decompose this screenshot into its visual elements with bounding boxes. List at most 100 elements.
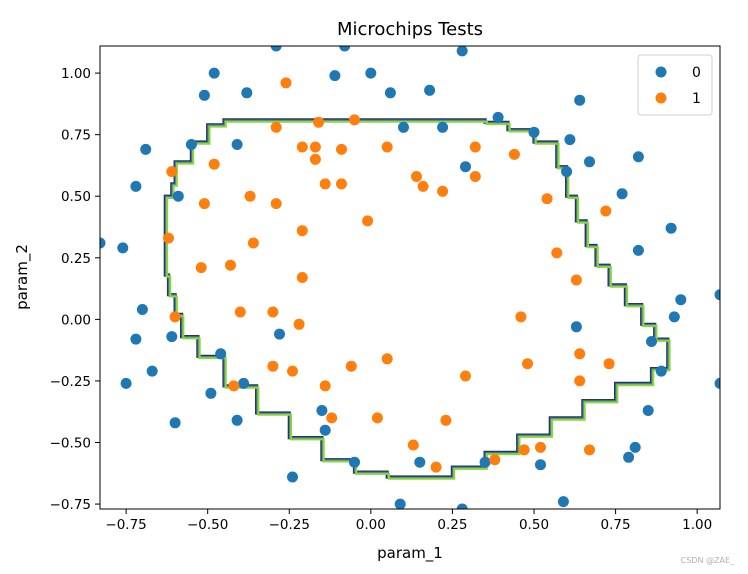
data-point-series-1 <box>267 306 279 318</box>
data-point-series-1 <box>440 414 452 426</box>
data-point-series-0 <box>629 441 641 453</box>
data-point-series-1 <box>362 215 374 227</box>
data-point-series-1 <box>345 360 357 372</box>
legend-label-series-0: 0 <box>692 65 701 81</box>
data-point-series-0 <box>329 70 341 82</box>
x-tick-label: −0.75 <box>105 517 146 533</box>
x-axis-ticks: −0.75 −0.50 −0.25 0.00 0.25 0.50 0.75 1.00 <box>105 509 712 533</box>
legend-marker-series-1 <box>655 92 667 104</box>
data-point-series-0 <box>492 111 504 123</box>
data-point-series-1 <box>267 360 279 372</box>
data-point-series-0 <box>616 188 628 200</box>
data-point-series-0 <box>384 87 396 99</box>
y-axis-label: param_2 <box>13 244 32 310</box>
data-point-series-0 <box>120 377 132 389</box>
data-point-series-0 <box>287 471 298 483</box>
data-point-series-0 <box>535 459 546 471</box>
data-point-series-1 <box>574 348 586 360</box>
data-point-series-1 <box>522 358 533 370</box>
legend-marker-series-0 <box>655 66 667 78</box>
data-point-series-1 <box>228 380 240 392</box>
data-points <box>100 46 720 509</box>
x-tick-label: 0.50 <box>519 517 549 533</box>
data-point-series-0 <box>238 377 250 389</box>
data-point-series-1 <box>270 198 282 210</box>
data-point-series-1 <box>309 141 321 153</box>
y-tick-label: 0.75 <box>61 128 91 144</box>
data-point-series-0 <box>172 190 184 202</box>
data-point-series-1 <box>417 180 429 192</box>
data-point-series-1 <box>319 380 331 392</box>
data-point-series-0 <box>460 161 471 173</box>
data-point-series-0 <box>632 151 644 163</box>
data-point-series-0 <box>398 121 409 133</box>
legend: 0 1 <box>637 54 713 116</box>
data-point-series-1 <box>287 365 298 377</box>
data-point-series-1 <box>208 158 220 170</box>
data-point-series-0 <box>169 417 181 429</box>
y-tick-label: 0.25 <box>61 251 91 267</box>
x-tick-label: −0.25 <box>269 517 310 533</box>
y-tick-label: −0.50 <box>50 436 91 452</box>
data-point-series-1 <box>518 444 530 456</box>
data-point-series-0 <box>561 166 573 178</box>
data-point-series-1 <box>600 205 612 217</box>
data-point-series-0 <box>456 46 468 57</box>
data-point-series-0 <box>136 304 148 315</box>
data-point-series-0 <box>574 94 586 106</box>
data-point-series-0 <box>424 84 436 96</box>
data-point-series-0 <box>414 456 426 468</box>
data-point-series-1 <box>163 232 174 244</box>
data-point-series-0 <box>646 336 657 347</box>
data-point-series-0 <box>140 143 152 155</box>
x-tick-label: −0.50 <box>187 517 228 533</box>
data-point-series-0 <box>714 289 720 301</box>
data-point-series-1 <box>371 412 383 424</box>
data-point-series-0 <box>570 321 582 333</box>
data-point-series-0 <box>632 244 644 256</box>
data-point-series-1 <box>469 141 481 153</box>
data-point-series-0 <box>665 222 677 234</box>
data-point-series-1 <box>574 375 586 387</box>
y-tick-label: 1.00 <box>61 66 91 82</box>
data-point-series-1 <box>296 272 308 283</box>
y-tick-label: 0.50 <box>61 189 91 205</box>
data-point-series-0 <box>100 237 106 249</box>
data-point-series-1 <box>515 311 527 323</box>
watermark: CSDN @ZAE_ <box>681 556 735 565</box>
data-point-series-1 <box>508 148 520 160</box>
data-point-series-0 <box>584 156 595 168</box>
data-point-series-1 <box>234 306 246 318</box>
legend-label-series-1: 1 <box>692 91 701 107</box>
data-point-series-0 <box>205 387 217 399</box>
data-point-series-0 <box>274 328 285 340</box>
data-point-series-0 <box>231 139 243 150</box>
data-point-series-0 <box>564 134 576 146</box>
data-point-series-1 <box>270 121 282 133</box>
data-point-series-0 <box>241 87 253 99</box>
data-point-series-1 <box>293 318 305 330</box>
data-point-series-1 <box>535 441 546 453</box>
data-point-series-1 <box>244 190 256 202</box>
chart-title: Microchips Tests <box>337 19 483 40</box>
data-point-series-0 <box>557 496 569 508</box>
data-point-series-0 <box>117 242 129 254</box>
data-point-series-1 <box>469 171 481 182</box>
y-tick-label: −0.25 <box>50 374 91 390</box>
data-point-series-1 <box>381 141 393 153</box>
data-point-series-0 <box>208 67 220 79</box>
data-point-series-0 <box>231 414 243 426</box>
data-point-series-1 <box>247 237 259 249</box>
data-point-series-0 <box>166 331 178 343</box>
data-point-series-1 <box>198 198 210 210</box>
data-point-series-0 <box>316 405 328 416</box>
data-point-series-1 <box>195 262 207 274</box>
data-point-series-1 <box>296 141 308 153</box>
data-point-series-1 <box>225 259 236 271</box>
data-point-series-1 <box>166 166 178 178</box>
data-point-series-1 <box>336 143 347 155</box>
data-point-series-1 <box>437 185 449 197</box>
data-point-series-1 <box>603 358 615 370</box>
